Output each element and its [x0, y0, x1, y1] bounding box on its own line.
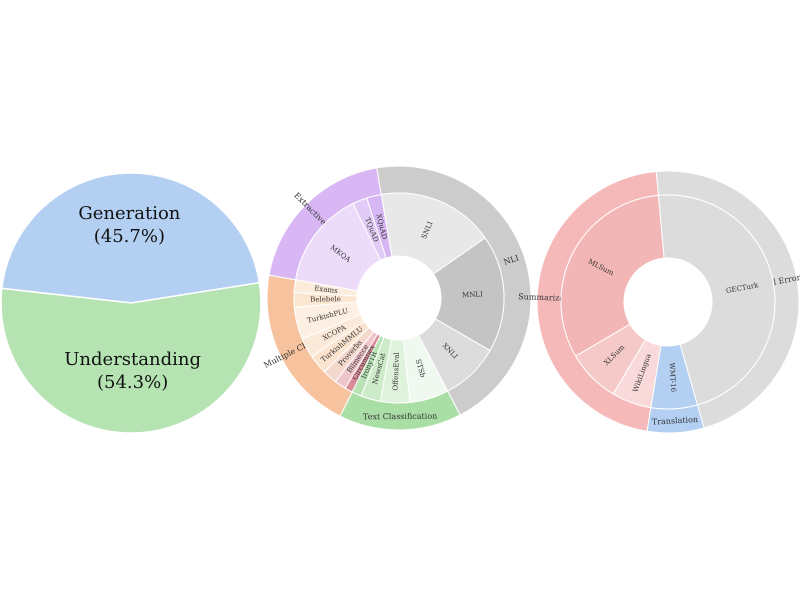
- dataset-arc-mnli: [432, 237, 505, 352]
- dataset-label-exams: Exams: [314, 284, 339, 295]
- category-label-summarization: Summarization: [518, 292, 580, 303]
- dataset-label-offenseval: OffensEval: [392, 351, 401, 390]
- pie-percent-understanding: (54.3%): [97, 372, 168, 393]
- dataset-arc-gecturk: [657, 194, 776, 406]
- pie-label-generation: Generation: [78, 203, 180, 224]
- category-label-translation: Translation: [652, 415, 699, 427]
- dataset-label-wmt-16: WMT-16: [668, 362, 678, 392]
- pie-label-understanding: Understanding: [64, 349, 201, 370]
- dataset-label-mnli: MNLI: [462, 290, 483, 299]
- understanding-generation-pie: Generation(45.7%) Understanding(54.3%): [0, 172, 262, 434]
- dataset-arc-mlsum: [560, 194, 665, 357]
- pie-slice-understanding: [0, 281, 262, 434]
- generation-sunburst: Grammatical Error CorrectionGECTurkTrans…: [518, 170, 800, 434]
- category-label-text-classification: Text Classification: [363, 412, 437, 422]
- dataset-label-belebele: Belebele: [310, 295, 341, 304]
- pie-slice-generation: [0, 172, 261, 304]
- dataset-arc-snli: [380, 192, 486, 275]
- dataset-arc-xquad: [366, 193, 393, 259]
- pie-percent-generation: (45.7%): [94, 226, 165, 247]
